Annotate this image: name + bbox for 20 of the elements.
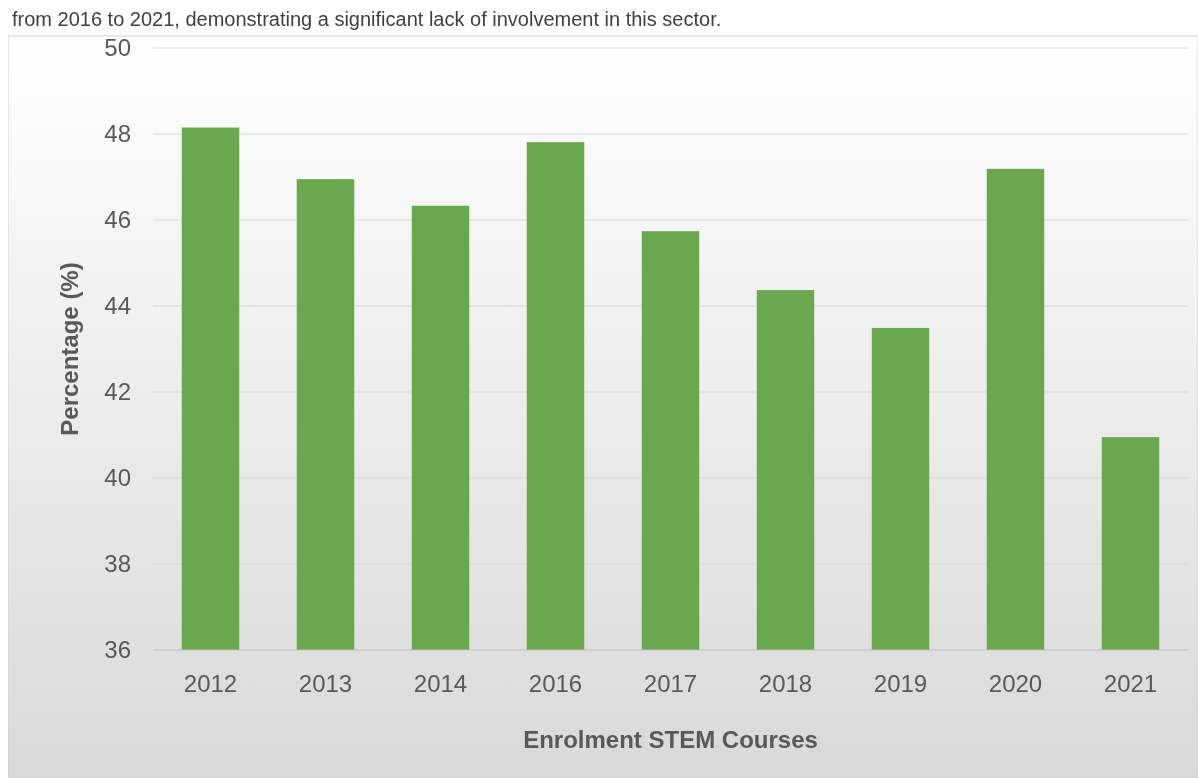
y-tick-label: 38 <box>104 550 131 578</box>
y-tick-label: 36 <box>104 636 131 664</box>
text: from 2016 to 2021, demonstrating a significant lack of involvement in this sector. <box>12 8 722 30</box>
y-tick-label: 42 <box>104 378 131 406</box>
x-tick-label: 2018 <box>758 670 813 697</box>
x-tick-label: 2012 <box>183 670 238 697</box>
y-tick-label: 48 <box>104 120 131 148</box>
x-tick-label: 2021 <box>1103 670 1158 697</box>
x-tick-label: 2019 <box>873 670 928 697</box>
y-tick-label: 40 <box>104 464 131 492</box>
y-axis-title: Percentage (%) <box>56 262 83 436</box>
x-tick-label: 2017 <box>643 670 698 697</box>
x-tick-label: 2016 <box>528 670 583 697</box>
x-axis-title: Enrolment STEM Courses <box>523 726 818 753</box>
x-tick-label: 2014 <box>413 670 468 697</box>
x-tick-label: 2013 <box>298 670 353 697</box>
y-tick-label: 50 <box>104 34 131 62</box>
y-tick-label: 46 <box>104 206 131 234</box>
y-tick-label: 44 <box>104 292 131 320</box>
x-tick-label: 2020 <box>988 670 1043 697</box>
